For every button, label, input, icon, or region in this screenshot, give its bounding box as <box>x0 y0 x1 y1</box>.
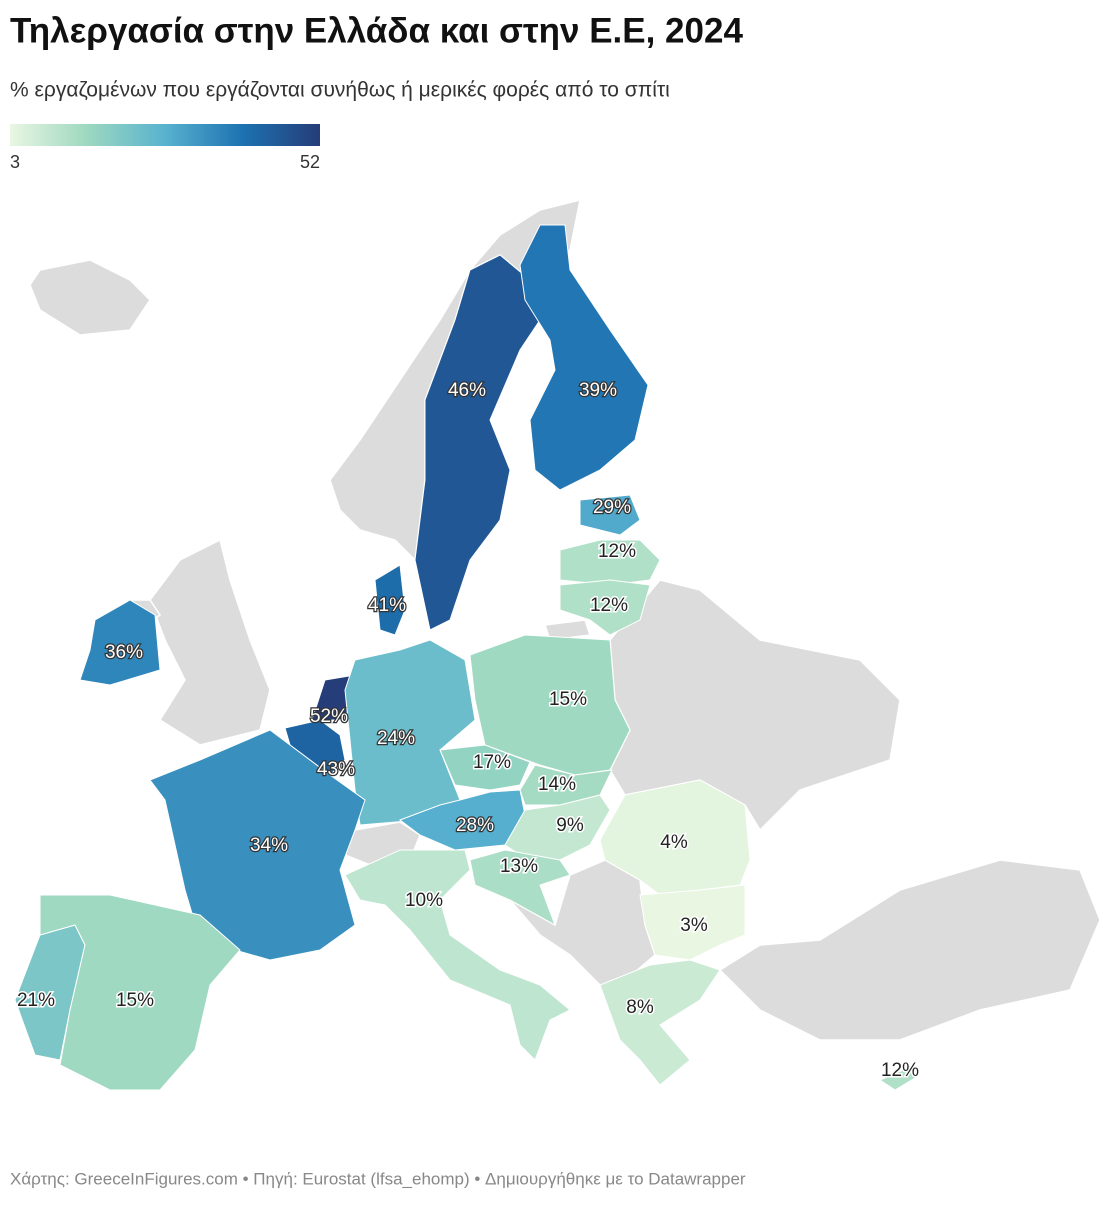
value-label: 9% <box>556 815 584 836</box>
region <box>344 849 571 1061</box>
value-label: 17% <box>473 752 511 773</box>
region <box>878 1064 921 1091</box>
region <box>519 224 649 491</box>
region <box>149 729 366 961</box>
value-label: 15% <box>549 689 587 710</box>
value-label: 46% <box>448 380 486 401</box>
chart-subtitle: % εργαζομένων που εργάζονται συνήθως ή μ… <box>10 79 670 102</box>
value-label: 34% <box>250 835 288 856</box>
region <box>374 564 406 636</box>
value-label: 43% <box>317 759 355 780</box>
value-label: 12% <box>598 541 636 562</box>
value-label: 52% <box>310 706 348 727</box>
value-label: 12% <box>590 595 628 616</box>
value-label: 4% <box>660 832 688 853</box>
map: 46% 39% 29% 12% 12% 41% 36% 52% 43% 24% 15% 17% 14% 2… <box>14 224 921 1091</box>
uk <box>149 538 271 746</box>
value-label: 13% <box>500 856 538 877</box>
source: Χάρτης: GreeceInFigures.com • Πηγή: Euro… <box>10 1169 746 1188</box>
value-label: 14% <box>538 774 576 795</box>
region <box>39 894 241 1091</box>
region <box>559 539 661 586</box>
region <box>559 579 651 636</box>
background-countries <box>29 198 1101 1041</box>
region <box>398 789 526 851</box>
legend-min: 3 <box>10 152 20 172</box>
turkey <box>718 859 1101 1041</box>
region <box>639 884 746 961</box>
value-label: 21% <box>17 990 55 1011</box>
legend-max: 52 <box>300 152 320 172</box>
value-label: 15% <box>116 990 154 1011</box>
region <box>79 599 161 686</box>
value-label: 3% <box>680 915 708 936</box>
kaliningrad <box>543 619 592 641</box>
value-label: 36% <box>105 642 143 663</box>
value-label: 41% <box>368 595 406 616</box>
value-label: 10% <box>405 890 443 911</box>
value-label: 12% <box>881 1060 919 1081</box>
region <box>579 494 641 536</box>
region <box>439 744 531 791</box>
region <box>469 849 571 927</box>
iceland <box>29 259 151 336</box>
value-label: 24% <box>377 728 415 749</box>
value-label: 29% <box>593 497 631 518</box>
value-label: 39% <box>579 380 617 401</box>
legend-bar <box>10 124 320 146</box>
chart-title: Τηλεργασία στην Ελλάδα και στην Ε.Ε, 202… <box>10 11 743 50</box>
region <box>414 254 541 631</box>
value-label: 28% <box>456 815 494 836</box>
region <box>599 779 751 896</box>
region <box>519 764 613 806</box>
region <box>599 959 721 1086</box>
value-label: 8% <box>626 997 654 1018</box>
